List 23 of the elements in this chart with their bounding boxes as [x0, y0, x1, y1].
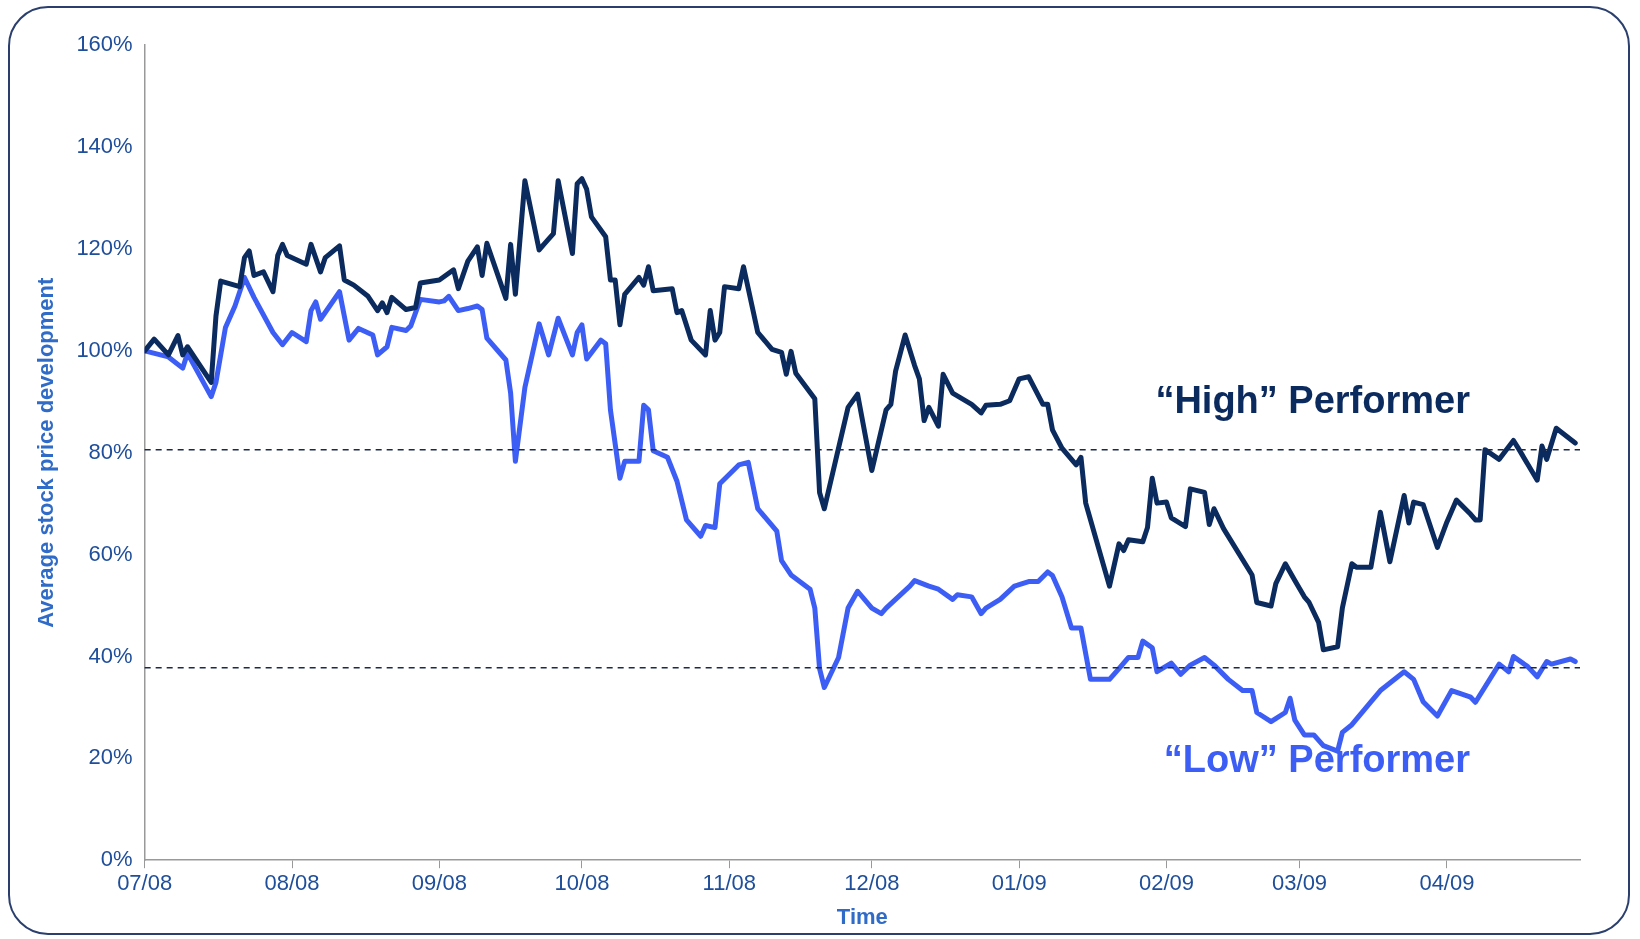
y-tick-label: 160%: [76, 31, 133, 57]
y-tick-label: 60%: [88, 540, 133, 566]
x-tick-label: 01/09: [991, 870, 1047, 896]
x-axis-title: Time: [836, 903, 888, 929]
y-tick-label: 80%: [88, 438, 133, 464]
y-tick-label: 140%: [76, 133, 133, 159]
x-tick-label: 02/09: [1138, 870, 1195, 896]
x-tick-label: 07/08: [117, 870, 173, 896]
x-tick-label: 09/08: [411, 870, 467, 896]
series-label: “High” Performer: [1155, 379, 1471, 422]
x-tick-label: 12/08: [844, 870, 900, 896]
series-label: “Low” Performer: [1163, 737, 1471, 780]
y-tick-label: 20%: [88, 744, 133, 770]
y-tick-label: 0%: [100, 846, 133, 872]
y-tick-label: 100%: [76, 336, 133, 362]
x-tick-label: 08/08: [264, 870, 320, 896]
x-tick-label: 11/08: [702, 870, 756, 896]
y-tick-label: 40%: [88, 642, 133, 668]
x-tick-label: 10/08: [554, 870, 610, 896]
x-tick-label: 04/09: [1419, 870, 1475, 896]
y-tick-label: 120%: [76, 235, 133, 261]
x-tick-label: 03/09: [1272, 870, 1328, 896]
y-axis-title: Average stock price development: [33, 276, 59, 628]
